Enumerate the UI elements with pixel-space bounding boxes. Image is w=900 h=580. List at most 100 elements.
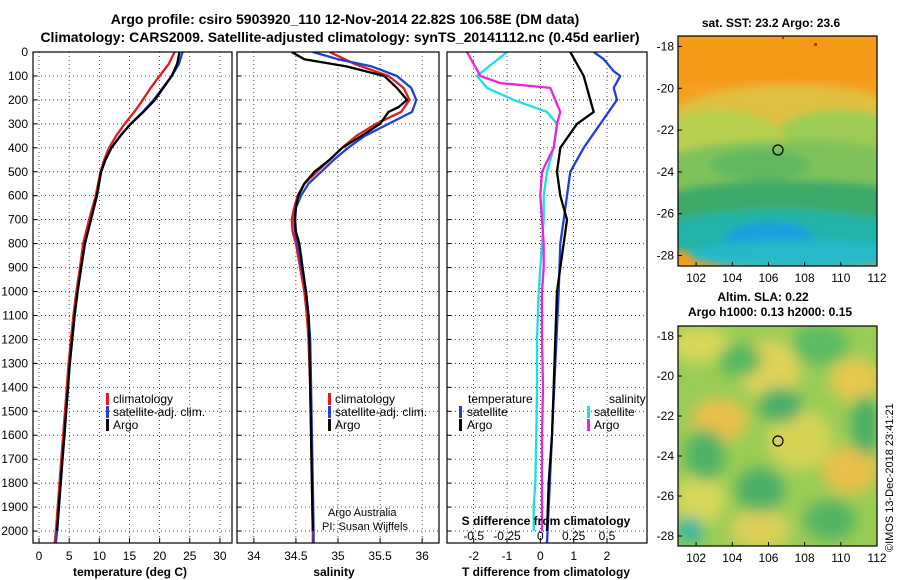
series-line-t-satellite bbox=[545, 52, 622, 543]
top-tick-label: -0.25 bbox=[493, 529, 521, 543]
x-tick-label: 0 bbox=[537, 549, 544, 563]
depth-tick-label: 1600 bbox=[1, 428, 28, 442]
x-tick-label: 15 bbox=[123, 549, 137, 563]
depth-tick-label: 1900 bbox=[1, 500, 28, 514]
legend-swatch-t-argo bbox=[459, 419, 462, 431]
x-tick-label: 0 bbox=[36, 549, 43, 563]
depth-tick-label: 600 bbox=[8, 189, 28, 203]
x-tick-label: 10 bbox=[93, 549, 107, 563]
legend-label-s-satellite: satellite bbox=[594, 405, 635, 419]
top-tick-label: 0 bbox=[537, 529, 544, 543]
difference-legend: temperature salinity satellite Argo sate… bbox=[459, 392, 646, 432]
legend-swatch-satellite bbox=[328, 406, 331, 418]
legend-label-t-argo: Argo bbox=[467, 418, 493, 432]
x-tick-label: 25 bbox=[183, 549, 197, 563]
annotation-pi: PI: Susan Wijffels bbox=[322, 521, 408, 533]
depth-tick-label: 400 bbox=[8, 141, 28, 155]
legend-swatch-satellite bbox=[106, 406, 109, 418]
depth-tick-label: 300 bbox=[8, 117, 28, 131]
legend-label-satellite: satellite-adj. clim. bbox=[113, 405, 205, 419]
map-x-tick-label: 102 bbox=[686, 551, 706, 565]
sst-map-frame bbox=[677, 35, 878, 267]
x-tick-label: 2 bbox=[604, 549, 611, 563]
x-tick-label: 30 bbox=[213, 549, 227, 563]
depth-tick-label: 700 bbox=[8, 213, 28, 227]
salinity-legend: climatology satellite-adj. clim. Argo Ar… bbox=[322, 392, 427, 533]
legend-swatch-s-satellite bbox=[587, 406, 590, 418]
legend-title-temperature: temperature bbox=[468, 392, 533, 406]
x-tick-label: -2 bbox=[468, 549, 479, 563]
x-tick-label: 20 bbox=[153, 549, 167, 563]
sla-map-title-1: Altim. SLA: 0.22 bbox=[717, 290, 809, 304]
temperature-panel: 0 5 10 15 20 25 30 bbox=[32, 51, 233, 563]
annotation-argo-australia: Argo Australia bbox=[328, 507, 397, 519]
x-tick-label: 1 bbox=[570, 549, 577, 563]
series-line-argo bbox=[291, 52, 409, 532]
title-line-2: Climatology: CARS2009. Satellite-adjuste… bbox=[40, 29, 639, 45]
depth-tick-label: 2000 bbox=[1, 524, 28, 538]
depth-tick-label: 500 bbox=[8, 165, 28, 179]
map-x-tick-label: 108 bbox=[795, 551, 815, 565]
title-line-1: Argo profile: csiro 5903920_110 12-Nov-2… bbox=[111, 11, 579, 27]
top-tick-label: 0.25 bbox=[562, 529, 586, 543]
map-y-tick-label: -26 bbox=[657, 207, 675, 221]
map-x-tick-label: 106 bbox=[758, 551, 778, 565]
legend-swatch-s-argo bbox=[587, 419, 590, 431]
legend-label-climatology: climatology bbox=[113, 392, 173, 406]
depth-axis: 0 100 200 300 400 500 600 700 800 900 1000 1100 1200… bbox=[1, 45, 28, 538]
depth-tick-label: 1500 bbox=[1, 404, 28, 418]
sla-map-axes: 102 104 106 108 110 112 -18 -20 -22 -24 -26 -28 bbox=[657, 329, 887, 565]
panel-frame bbox=[446, 51, 648, 544]
map-x-tick-label: 110 bbox=[831, 551, 850, 565]
series-line-climatology bbox=[53, 52, 176, 543]
depth-tick-label: 200 bbox=[8, 93, 28, 107]
difference-xlabel: T difference from climatology bbox=[462, 565, 630, 579]
x-tick-label: -1 bbox=[502, 549, 513, 563]
map-x-tick-label: 108 bbox=[795, 271, 815, 285]
series-group bbox=[290, 52, 418, 543]
map-y-tick-label: -20 bbox=[657, 81, 675, 95]
series-group bbox=[465, 52, 622, 543]
depth-tick-label: 1300 bbox=[1, 356, 28, 370]
depth-tick-label: 1800 bbox=[1, 476, 28, 490]
depth-tick-label: 1400 bbox=[1, 380, 28, 394]
legend-label-t-satellite: satellite bbox=[467, 405, 508, 419]
depth-tick-label: 1200 bbox=[1, 332, 28, 346]
top-tick-label: 0.5 bbox=[599, 529, 616, 543]
x-tick-label: 5 bbox=[66, 549, 73, 563]
map-y-tick-label: -24 bbox=[657, 449, 675, 463]
x-tick-label: 36 bbox=[415, 549, 429, 563]
sla-map-frame bbox=[677, 325, 878, 547]
depth-tick-label: 100 bbox=[8, 69, 28, 83]
map-y-tick-label: -22 bbox=[657, 123, 675, 137]
series-line-argo bbox=[55, 52, 181, 532]
map-y-tick-label: -28 bbox=[657, 529, 675, 543]
map-y-tick-label: -28 bbox=[657, 249, 675, 263]
map-x-tick-label: 104 bbox=[722, 551, 742, 565]
salinity-xlabel: salinity bbox=[313, 565, 355, 579]
x-tick-label: 35.5 bbox=[368, 549, 392, 563]
sla-argo-location-marker bbox=[772, 435, 784, 447]
x-tick-label: 35 bbox=[331, 549, 345, 563]
sst-map-axes: 102 104 106 108 110 112 -18 -20 -22 -24 -26 -28 bbox=[657, 39, 887, 285]
x-tick-label: 34 bbox=[247, 549, 261, 563]
difference-panel: -2 -1 0 1 2 -0.5 -0.25 0 0.25 0.5 bbox=[446, 51, 648, 563]
series-line-t-argo bbox=[545, 52, 595, 532]
legend-swatch-argo bbox=[106, 419, 109, 431]
depth-tick-label: 900 bbox=[8, 261, 28, 275]
series-group bbox=[53, 52, 184, 543]
x-tick-label: 34.5 bbox=[284, 549, 308, 563]
map-x-tick-label: 106 bbox=[758, 271, 778, 285]
series-line-s-satellite bbox=[475, 52, 559, 531]
panel-frame bbox=[236, 51, 440, 544]
sla-heatmap bbox=[677, 325, 878, 547]
top-tick-label: -0.5 bbox=[463, 529, 484, 543]
map-x-tick-label: 112 bbox=[867, 271, 886, 285]
map-x-tick-label: 112 bbox=[867, 551, 886, 565]
legend-swatch-climatology bbox=[328, 393, 331, 405]
depth-tick-label: 0 bbox=[21, 45, 28, 59]
legend-swatch-argo bbox=[328, 419, 331, 431]
legend-label-satellite: satellite-adj. clim. bbox=[335, 405, 427, 419]
imos-credit: ©IMOS 13-Dec-2018 23:41:21 bbox=[884, 403, 896, 552]
legend-label-argo: Argo bbox=[335, 418, 361, 432]
